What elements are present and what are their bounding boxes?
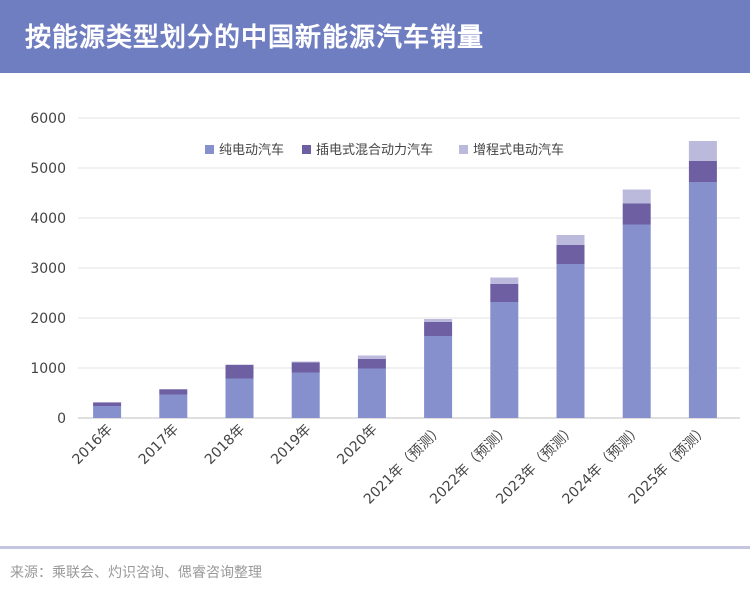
legend-label: 纯电动汽车: [219, 142, 284, 158]
bar-segment: [357, 368, 386, 418]
bar-segment: [622, 224, 651, 418]
y-tick-label: 0: [57, 411, 66, 427]
x-tick-label: 2020年: [334, 422, 380, 468]
bar-segment: [93, 406, 122, 418]
bar-segment: [556, 264, 585, 418]
bar-segment: [357, 355, 386, 359]
bar-segment: [93, 402, 122, 406]
bar-segment: [159, 394, 188, 418]
bar-segment: [424, 319, 453, 322]
legend-label: 插电式混合动力汽车: [316, 142, 433, 158]
x-tick-label: 2016年: [70, 422, 116, 468]
bar-segment: [357, 359, 386, 369]
y-tick-label: 4000: [30, 211, 66, 227]
x-tick-label: 2019年: [268, 422, 314, 468]
bar-segment: [688, 182, 717, 418]
bar-segment: [622, 203, 651, 225]
x-tick-label: 2018年: [202, 422, 248, 468]
bar-segment: [490, 284, 519, 302]
bar-segment: [424, 336, 453, 418]
legend-swatch: [205, 145, 214, 154]
header-bar: 按能源类型划分的中国新能源汽车销量: [0, 0, 750, 73]
bar-segment: [291, 362, 320, 373]
bar-segment: [688, 141, 717, 161]
bar-segment: [424, 322, 453, 336]
legend-label: 增程式电动汽车: [473, 142, 564, 158]
y-tick-label: 3000: [30, 261, 66, 277]
bar-segment: [490, 302, 519, 418]
y-tick-label: 1000: [30, 361, 66, 377]
bar-segment: [159, 389, 188, 390]
bar-segment: [291, 361, 320, 363]
bar-segment: [225, 378, 254, 418]
stacked-bar-chart: 0 1000 2000 3000 4000 5000 6000 2016年 2017年 2018年…: [30, 111, 740, 508]
footer-divider: [0, 546, 750, 549]
bar-segment: [688, 161, 717, 182]
bar-segment: [225, 364, 254, 365]
page-title: 按能源类型划分的中国新能源汽车销量: [25, 23, 485, 53]
y-tick-label: 6000: [30, 111, 66, 127]
legend-swatch: [459, 145, 468, 154]
bar-segment: [556, 245, 585, 264]
y-tick-label: 2000: [30, 311, 66, 327]
x-tick-label: 2017年: [136, 422, 182, 468]
legend-swatch: [302, 145, 311, 154]
bar-segment: [291, 372, 320, 418]
bar-segment: [159, 389, 188, 395]
source-note: 来源：乘联会、灼识咨询、偲睿咨询整理: [10, 565, 262, 581]
bar-segment: [490, 277, 519, 284]
bar-segment: [225, 365, 254, 379]
bar-segment: [556, 235, 585, 245]
bar-segment: [622, 189, 651, 204]
y-tick-label: 5000: [30, 161, 66, 177]
